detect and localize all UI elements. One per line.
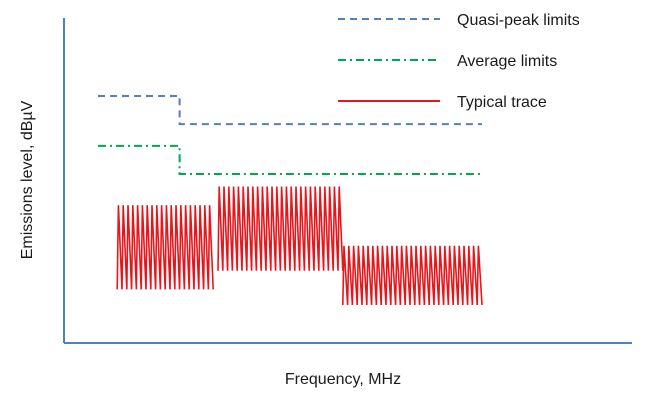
- legend-label-typical-trace: Typical trace: [457, 94, 547, 111]
- y-axis-label: Emissions level, dBµV: [19, 100, 36, 259]
- average-limit-line: [98, 144, 482, 175]
- quasi-peak-limit-line: [98, 95, 482, 126]
- legend: Quasi-peak limits Average limits Typical…: [338, 12, 580, 111]
- typical-trace-segment-1: [116, 205, 214, 290]
- plot-area: [98, 95, 483, 306]
- legend-label-average: Average limits: [457, 53, 557, 70]
- legend-label-quasi-peak: Quasi-peak limits: [457, 12, 580, 29]
- typical-trace-segment-2: [217, 186, 344, 271]
- x-axis-label: Frequency, MHz: [285, 371, 401, 388]
- typical-trace-segment-3: [342, 245, 483, 306]
